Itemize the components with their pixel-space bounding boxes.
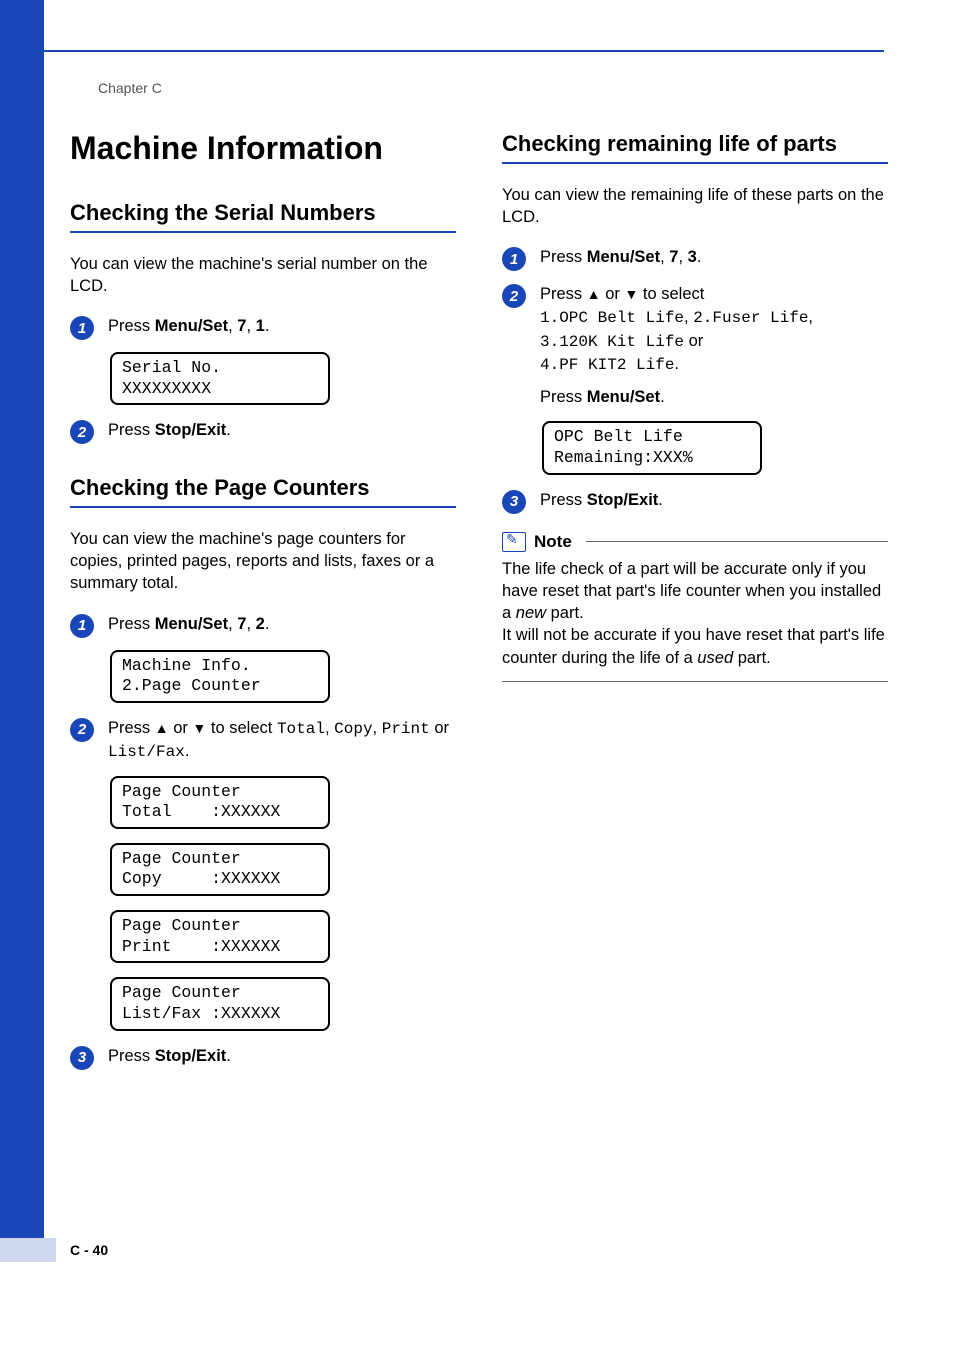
step-number-icon: 1 [502, 247, 526, 271]
blue-side-bar [0, 0, 44, 1250]
down-arrow-icon: ▼ [624, 286, 638, 302]
left-column: Machine Information Checking the Serial … [70, 130, 456, 1082]
section-heading-parts: Checking remaining life of parts [502, 130, 888, 164]
blue-top-rule [44, 50, 884, 52]
note-header: Note [502, 532, 888, 552]
step-number-icon: 2 [70, 718, 94, 742]
lcd-display: Page Counter List/Fax :XXXXXX [110, 977, 330, 1030]
step-1: 1 Press Menu/Set, 7, 3. [502, 246, 888, 271]
step-3: 3 Press Stop/Exit. [502, 489, 888, 514]
step-2: 2 Press ▲ or ▼ to select Total, Copy, Pr… [70, 717, 456, 764]
note-rule [586, 541, 888, 542]
lcd-display: Page Counter Copy :XXXXXX [110, 843, 330, 896]
step-1: 1 Press Menu/Set, 7, 1. [70, 315, 456, 340]
page-number: C - 40 [70, 1242, 108, 1258]
step-text: Press Menu/Set, 7, 3. [540, 246, 888, 269]
content-area: Machine Information Checking the Serial … [70, 130, 888, 1082]
right-column: Checking remaining life of parts You can… [502, 130, 888, 1082]
up-arrow-icon: ▲ [587, 286, 601, 302]
lcd-display: Page Counter Total :XXXXXX [110, 776, 330, 829]
step-number-icon: 3 [502, 490, 526, 514]
section-intro: You can view the machine's page counters… [70, 528, 456, 595]
up-arrow-icon: ▲ [155, 720, 169, 736]
step-number-icon: 3 [70, 1046, 94, 1070]
step-text: Press ▲ or ▼ to select Total, Copy, Prin… [108, 717, 456, 764]
note-icon [502, 532, 526, 552]
page-title: Machine Information [70, 130, 456, 167]
note-bottom-rule [502, 681, 888, 682]
step-1: 1 Press Menu/Set, 7, 2. [70, 613, 456, 638]
step-text: Press Menu/Set, 7, 2. [108, 613, 456, 636]
step-number-icon: 2 [70, 420, 94, 444]
step-2: 2 Press Stop/Exit. [70, 419, 456, 444]
step-text: Press ▲ or ▼ to select 1.OPC Belt Life, … [540, 283, 888, 409]
section-intro: You can view the remaining life of these… [502, 184, 888, 229]
step-2: 2 Press ▲ or ▼ to select 1.OPC Belt Life… [502, 283, 888, 409]
step-text: Press Stop/Exit. [108, 419, 456, 442]
step-number-icon: 1 [70, 316, 94, 340]
lcd-display: Page Counter Print :XXXXXX [110, 910, 330, 963]
step-text: Press Menu/Set, 7, 1. [108, 315, 456, 338]
step-number-icon: 1 [70, 614, 94, 638]
section-heading-serial: Checking the Serial Numbers [70, 199, 456, 233]
section-heading-counters: Checking the Page Counters [70, 474, 456, 508]
step-text: Press Stop/Exit. [108, 1045, 456, 1068]
footer-tab [0, 1238, 56, 1262]
step-number-icon: 2 [502, 284, 526, 308]
lcd-display: Serial No. XXXXXXXXX [110, 352, 330, 405]
step-text: Press Stop/Exit. [540, 489, 888, 512]
lcd-display: OPC Belt Life Remaining:XXX% [542, 421, 762, 474]
section-intro: You can view the machine's serial number… [70, 253, 456, 298]
chapter-label: Chapter C [98, 80, 162, 96]
step-3: 3 Press Stop/Exit. [70, 1045, 456, 1070]
note-title: Note [534, 532, 572, 552]
down-arrow-icon: ▼ [192, 720, 206, 736]
note-body: The life check of a part will be accurat… [502, 558, 888, 669]
lcd-display: Machine Info. 2.Page Counter [110, 650, 330, 703]
